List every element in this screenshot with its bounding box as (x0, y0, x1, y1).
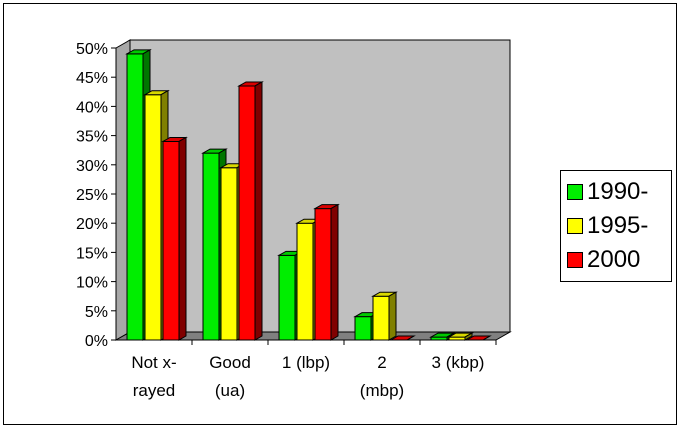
y-tick-label: 50% (76, 41, 108, 58)
bar-1995--4 (447, 332, 474, 341)
y-tick-label: 5% (85, 304, 108, 321)
x-tick-label: 2 (377, 353, 386, 372)
bar-2000-4 (465, 335, 492, 341)
chart-frame: 0% 5% 10% 15% 20% 25% 30% 35% 40% 45% 50% Not x-ray… (3, 3, 677, 425)
y-tick-label: 10% (76, 275, 108, 292)
y-tick-label: 40% (76, 99, 108, 116)
legend-item-1: 1995- (567, 209, 671, 243)
y-tick-label: 25% (76, 187, 108, 204)
y-tick-label: 15% (76, 245, 108, 262)
legend-swatch-1 (567, 218, 583, 234)
bar-chart: 0% 5% 10% 15% 20% 25% 30% 35% 40% 45% 50% Not x-ray… (76, 39, 512, 400)
y-tick-label: 0% (85, 333, 108, 350)
legend-label-0: 1990- (587, 178, 649, 205)
x-tick-label: (mbp) (360, 381, 404, 400)
x-tick-label: 3 (kbp) (432, 353, 485, 372)
y-tick-label: 20% (76, 216, 108, 233)
bar-1990--4 (429, 332, 456, 341)
bar-2000-0 (161, 136, 188, 341)
x-tick-label: 1 (lbp) (282, 353, 330, 372)
bar-2000-2 (313, 203, 340, 341)
x-tick-label: Not x- (131, 353, 176, 372)
legend-swatch-2 (567, 252, 583, 268)
bar-2000-1 (237, 81, 264, 341)
y-tick-label: 45% (76, 70, 108, 87)
bar-2000-3 (389, 335, 416, 341)
legend-item-2: 2000 (567, 243, 671, 277)
legend: 1990- 1995- 2000 (560, 170, 672, 282)
x-tick-label: Good (209, 353, 251, 372)
bar-1995--3 (371, 291, 398, 341)
y-tick-label: 30% (76, 158, 108, 175)
x-tick-label: rayed (133, 381, 176, 400)
y-tick-label: 35% (76, 129, 108, 146)
legend-label-2: 2000 (587, 246, 641, 273)
legend-label-1: 1995- (587, 212, 649, 239)
x-tick-label: (ua) (215, 381, 245, 400)
legend-swatch-0 (567, 184, 583, 200)
legend-item-0: 1990- (567, 175, 671, 209)
